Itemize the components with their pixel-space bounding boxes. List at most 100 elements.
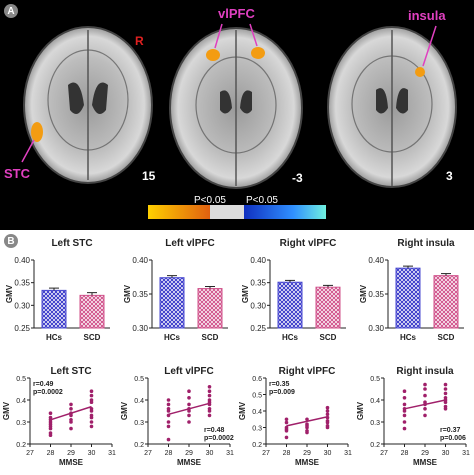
scatter-chart-1-point xyxy=(89,424,94,429)
bar-chart-3-ytick-label: 0.40 xyxy=(250,256,266,265)
scatter-chart-2-point xyxy=(207,385,212,389)
brain-slice-2: vlPFC -3 xyxy=(169,6,303,189)
scatter-chart-1-xtick-label: 30 xyxy=(88,450,96,457)
charts-svg: Left STC GMV 0.25 0.30 0.35 0.40 HCs SCD Left vl… xyxy=(2,238,470,467)
insula-cluster xyxy=(415,67,425,77)
scatter-chart-1-ytick-label: 0.3 xyxy=(16,420,26,427)
scatter-chart-2-xtick-label: 31 xyxy=(226,450,234,457)
scatter-chart-2-ytick-label: 0.5 xyxy=(134,376,144,383)
bar-chart-4-ylabel: GMV xyxy=(359,284,368,303)
scatter-chart-3-point xyxy=(305,424,309,428)
scatter-chart-4-ytick-label: 0.3 xyxy=(370,420,380,427)
bar-chart-3-category-label: HCs xyxy=(282,333,299,342)
scatter-chart-4-point xyxy=(402,389,407,393)
bar-chart-4-bar-scd xyxy=(433,275,459,329)
scatter-chart-2-point xyxy=(207,389,212,393)
scatter-chart-3-title: Right vlPFC xyxy=(279,366,336,377)
scatter-chart-1-ytick-label: 0.4 xyxy=(16,398,26,405)
scatter-chart-1-stat-r: r=0.49 xyxy=(33,381,54,388)
bar-chart-1-ytick-label: 0.35 xyxy=(14,279,30,288)
bar-chart-4-category-label: HCs xyxy=(400,333,417,342)
scatter-chart-1-xtick-label: 27 xyxy=(26,450,34,457)
scatter-chart-3-point xyxy=(325,424,330,428)
orientation-label: R xyxy=(135,34,144,48)
bar-chart-4-ytick-label: 0.30 xyxy=(368,324,384,333)
scatter-chart-3-point xyxy=(305,417,309,422)
scatter-chart-4-point xyxy=(423,393,427,398)
scatter-chart-2-point xyxy=(166,424,171,429)
scatter-chart-1-point xyxy=(69,418,73,422)
scatter-chart-2-ytick-label: 0.4 xyxy=(134,398,144,405)
scatter-chart-1-ytick-label: 0.5 xyxy=(16,376,26,383)
insula-label: insula xyxy=(408,8,446,23)
brain-slice-1: STC R 15 xyxy=(4,26,156,184)
scatter-chart-3-xtick-label: 31 xyxy=(344,450,352,457)
scatter-chart-2-xtick-label: 28 xyxy=(165,450,173,457)
scatter-chart-2-point xyxy=(187,402,191,407)
bar-chart-3-category-label: SCD xyxy=(320,333,337,342)
scatter-chart-1-xlabel: MMSE xyxy=(59,458,84,467)
bar-chart-1-bar-hcs xyxy=(41,289,67,329)
scatter-chart-2-point xyxy=(166,402,171,407)
scatter-chart-4-ytick-label: 0.4 xyxy=(370,398,380,405)
scatter-chart-1-point xyxy=(48,433,53,437)
scatter-chart-4-xtick-label: 30 xyxy=(442,450,450,457)
scatter-chart-4-point xyxy=(423,382,427,387)
scatter-chart-2-ytick-label: 0.2 xyxy=(134,442,144,449)
bar-chart-1-ytick-label: 0.30 xyxy=(14,301,30,310)
scatter-chart-2-point xyxy=(187,396,191,400)
scatter-chart-1-point xyxy=(69,407,73,411)
scatter-chart-4-point xyxy=(402,402,407,407)
scatter-chart-2-xtick-label: 27 xyxy=(144,450,152,457)
bar-chart-2-bar-scd xyxy=(197,288,223,329)
scatter-chart-4-point xyxy=(423,413,427,418)
scatter-chart-3-xtick-label: 27 xyxy=(262,450,270,457)
scatter-chart-4-title: Right insula xyxy=(396,366,454,377)
scatter-chart-1-xtick-label: 28 xyxy=(47,450,55,457)
vlpfc-label: vlPFC xyxy=(218,6,255,21)
colorbar: P<0.05 P<0.05 xyxy=(148,195,326,219)
scatter-chart-1-point xyxy=(69,402,73,407)
bar-chart-4-ytick-label: 0.40 xyxy=(368,256,384,265)
bar-chart-4-title: Right insula xyxy=(397,238,455,249)
colorbar-pos-label: P<0.05 xyxy=(246,195,278,206)
scatter-chart-2-point xyxy=(207,413,212,418)
bar-chart-2-ytick-label: 0.40 xyxy=(132,256,148,265)
panel-a-brain-slices: A xyxy=(0,0,474,230)
scatter-chart-1-point xyxy=(69,426,73,431)
panel-a-badge: A xyxy=(4,4,18,18)
scatter-chart-1-xtick-label: 31 xyxy=(108,450,116,457)
scatter-chart-4-xtick-label: 28 xyxy=(401,450,409,457)
scatter-chart-4-point xyxy=(443,382,448,387)
slice-number-2: -3 xyxy=(292,171,303,185)
bar-chart-1-title: Left STC xyxy=(51,238,92,249)
bar-chart-3-ytick-label: 0.25 xyxy=(250,324,266,333)
scatter-chart-4-point xyxy=(443,404,448,409)
slice-number-1: 15 xyxy=(142,169,156,183)
scatter-chart-4-point xyxy=(402,413,407,418)
scatter-chart-3-ytick-label: 0.2 xyxy=(252,442,262,449)
scatter-chart-4-xtick-label: 29 xyxy=(421,450,429,457)
bar-chart-4-bar-hcs xyxy=(395,267,421,329)
bar-chart-2-ytick-label: 0.30 xyxy=(132,324,148,333)
scatter-chart-3-point xyxy=(305,429,309,433)
scatter-chart-4-point xyxy=(402,396,407,400)
scatter-chart-1-point xyxy=(89,393,94,398)
bar-chart-1-ytick-label: 0.40 xyxy=(14,256,30,265)
scatter-chart-2-ylabel: GMV xyxy=(120,401,129,420)
scatter-chart-2-point xyxy=(166,398,171,402)
scatter-chart-1-stat-p: p=0.0002 xyxy=(33,389,63,396)
scatter-chart-3-ytick-label: 0.6 xyxy=(252,376,262,383)
bar-chart-1-ylabel: GMV xyxy=(5,284,14,303)
brain-slice-3: insula 3 xyxy=(327,8,457,188)
scatter-chart-3-point xyxy=(325,409,330,413)
scatter-chart-3-point xyxy=(284,435,289,440)
scatter-chart-1-xtick-label: 29 xyxy=(67,450,75,457)
scatter-chart-2-ytick-label: 0.3 xyxy=(134,420,144,427)
bar-chart-1-bar-scd xyxy=(79,294,105,329)
vlpfc-cluster-left xyxy=(206,49,220,61)
bar-chart-3-bar-scd xyxy=(315,286,341,329)
scatter-chart-3-stat-p: p=0.009 xyxy=(269,389,295,396)
scatter-chart-3-xtick-label: 30 xyxy=(324,450,332,457)
scatter-chart-2-point xyxy=(187,413,191,418)
